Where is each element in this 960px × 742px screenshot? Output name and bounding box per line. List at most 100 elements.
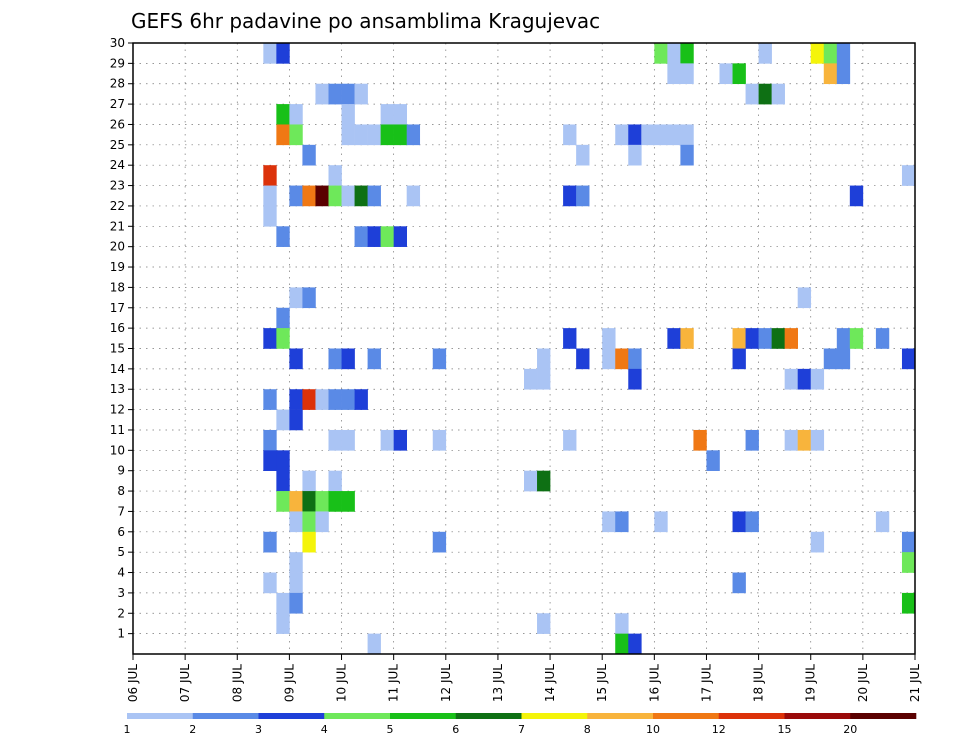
heatmap-cell (341, 185, 355, 207)
heatmap-cell (289, 287, 303, 309)
heatmap-cell (432, 348, 447, 370)
y-tick-label: 29 (110, 56, 125, 70)
heatmap-cell (836, 348, 851, 370)
heatmap-cell (680, 144, 694, 166)
heatmap-cell (771, 83, 785, 105)
heatmap-cell (680, 63, 694, 85)
heatmap-cell (406, 124, 421, 146)
y-tick-label: 14 (110, 362, 125, 376)
x-tick-label: 07 JUL (178, 664, 192, 702)
heatmap-cell (602, 348, 616, 370)
heatmap-cell (302, 144, 316, 166)
heatmap-cell (602, 328, 616, 349)
x-tick-label: 10 JUL (335, 664, 349, 702)
heatmap-cell (354, 83, 368, 105)
heatmap-cell (680, 328, 694, 349)
x-tick-label: 06 JUL (126, 664, 140, 702)
heatmap-cell (289, 511, 303, 533)
heatmap-cell (537, 368, 551, 390)
heatmap-cell (276, 226, 290, 247)
heatmap-cell (810, 368, 825, 390)
colorbar-swatch (192, 713, 259, 719)
x-tick-label: 15 JUL (595, 664, 609, 702)
y-tick-label: 9 (117, 464, 125, 478)
heatmap-cell (524, 470, 538, 492)
heatmap-cell (810, 429, 825, 451)
heatmap-cell (732, 328, 746, 349)
heatmap-cell (380, 124, 394, 146)
heatmap-cell (315, 185, 329, 207)
x-tick-label: 19 JUL (804, 664, 818, 702)
heatmap-cell (784, 429, 798, 451)
heatmap-cell (628, 633, 642, 655)
heatmap-cell (328, 429, 342, 451)
colorbar-swatch (653, 713, 720, 719)
heatmap-cell (341, 124, 355, 146)
heatmap-cell (732, 511, 746, 533)
y-tick-label: 5 (117, 545, 125, 559)
y-tick-label: 27 (110, 97, 125, 111)
heatmap-cell (263, 531, 277, 553)
chart-title: GEFS 6hr padavine po ansamblima Kragujev… (131, 9, 600, 33)
colorbar-label: 6 (452, 723, 459, 736)
heatmap-cell (276, 328, 290, 349)
x-tick-label: 21 JUL (908, 664, 922, 702)
y-tick-label: 13 (110, 382, 125, 396)
colorbar-label: 8 (584, 723, 591, 736)
heatmap-cell (289, 491, 303, 512)
heatmap-cell (276, 124, 290, 146)
y-tick-label: 11 (110, 423, 125, 437)
heatmap-cell (628, 144, 642, 166)
heatmap-cell (680, 124, 694, 146)
heatmap-cell (276, 450, 290, 471)
heatmap-cell (276, 470, 290, 492)
heatmap-cell (276, 491, 290, 512)
heatmap-cell (667, 328, 681, 349)
colorbar-swatch (324, 713, 391, 719)
heatmap-cell (289, 104, 303, 125)
heatmap-cell (341, 104, 355, 125)
heatmap-cell (328, 83, 342, 105)
heatmap-cell (380, 104, 394, 125)
y-tick-label: 19 (110, 260, 125, 274)
heatmap-cell (341, 429, 355, 451)
x-tick-label: 16 JUL (647, 664, 661, 702)
y-tick-label: 20 (110, 240, 125, 254)
colorbar-label: 12 (712, 723, 726, 736)
heatmap-cell (602, 511, 616, 533)
heatmap-cell (367, 185, 381, 207)
heatmap-cell (667, 43, 681, 64)
x-tick-label: 11 JUL (387, 664, 401, 702)
heatmap-cell (563, 185, 577, 207)
heatmap-cell (367, 633, 381, 655)
heatmap-cell (745, 511, 759, 533)
heatmap-cell (393, 104, 407, 125)
heatmap-cell (302, 491, 316, 512)
heatmap-cell (654, 43, 668, 64)
heatmap-cell (810, 531, 825, 553)
heatmap-cell (341, 389, 355, 410)
heatmap-cells (263, 43, 916, 655)
heatmap-cell (263, 429, 277, 451)
x-tick-label: 13 JUL (491, 664, 505, 702)
heatmap-cell (641, 124, 655, 146)
heatmap-cell (263, 43, 277, 64)
x-tick-label: 08 JUL (230, 664, 244, 702)
y-tick-label: 3 (117, 586, 125, 600)
heatmap-cell (289, 409, 303, 431)
colorbar-legend: 1 2 3 4 5 6 7 8 10 12 15 20 (124, 713, 917, 736)
heatmap-cell (367, 226, 381, 247)
heatmap-cell (563, 429, 577, 451)
heatmap-cell (901, 165, 916, 186)
heatmap-cell (263, 450, 277, 471)
heatmap-cell (289, 185, 303, 207)
heatmap-cell (537, 470, 551, 492)
x-tick-label: 09 JUL (282, 664, 296, 702)
heatmap-cell (667, 63, 681, 85)
heatmap-cell (836, 63, 851, 85)
heatmap-cell (289, 552, 303, 573)
heatmap-cell (758, 328, 772, 349)
heatmap-cell (732, 348, 746, 370)
heatmap-cell (354, 389, 368, 410)
heatmap-cell (276, 43, 290, 64)
